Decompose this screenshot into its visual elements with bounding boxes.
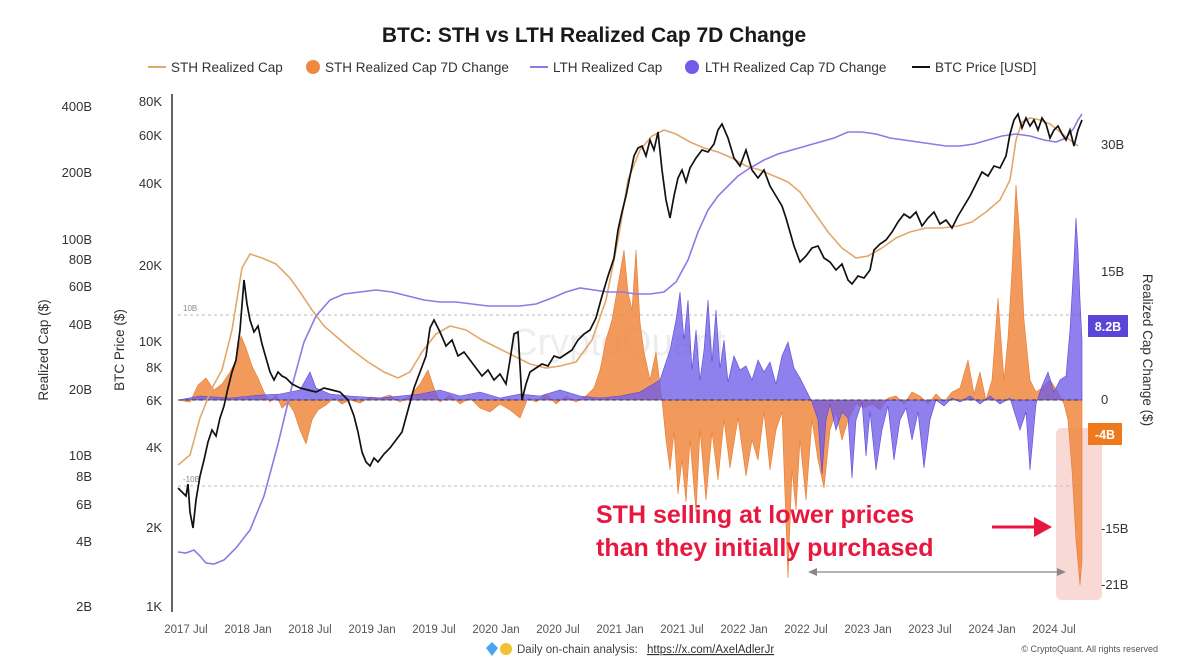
legend: STH Realized Cap STH Realized Cap 7D Cha… <box>148 60 1036 75</box>
left-axis-ticks: 400B 200B 100B 80B 60B 40B 20B 10B 8B 6B… <box>62 99 92 614</box>
right-tick-30b: 30B <box>1101 137 1124 152</box>
badge-lth-change: 8.2B <box>1095 320 1121 334</box>
x-tick-2022-jan: 2022 Jan <box>720 624 767 636</box>
annotation-arrow-head <box>1034 517 1052 537</box>
left-tick-6b: 6B <box>76 497 92 512</box>
price-tick-20k: 20K <box>139 258 162 273</box>
price-tick-6k: 6K <box>146 393 162 408</box>
left-tick-80b: 80B <box>69 252 92 267</box>
badge-lth-change-bg <box>1088 315 1128 337</box>
price-axis-title: BTC Price ($) <box>112 309 127 391</box>
footer: Daily on-chain analysis: https://x.com/A… <box>486 642 1158 656</box>
left-tick-2b: 2B <box>76 599 92 614</box>
x-tick-2022-jul: 2022 Jul <box>784 624 827 636</box>
right-axis-title: Realized Cap Change ($) <box>1140 274 1155 426</box>
footer-link[interactable]: https://x.com/AxelAdlerJr <box>647 644 774 656</box>
x-tick-2023-jul: 2023 Jul <box>908 624 951 636</box>
left-tick-100b: 100B <box>62 232 92 247</box>
left-tick-200b: 200B <box>62 165 92 180</box>
right-axis-ticks: 30B 15B 0 -15B -21B <box>1101 137 1128 592</box>
reference-label-upper: 10B <box>183 304 197 313</box>
price-tick-1k: 1K <box>146 599 162 614</box>
badge-sth-change-bg <box>1088 423 1122 445</box>
btc-price-line <box>177 111 1083 529</box>
legend-label-sth-realized-cap: STH Realized Cap <box>171 60 283 75</box>
copyright: © CryptoQuant. All rights reserved <box>1021 644 1158 654</box>
legend-label-lth-realized-cap: LTH Realized Cap <box>553 60 662 75</box>
lth-realized-cap-line <box>177 113 1083 565</box>
x-tick-2020-jul: 2020 Jul <box>536 624 579 636</box>
left-tick-400b: 400B <box>62 99 92 114</box>
left-tick-10b: 10B <box>69 448 92 463</box>
sth-realized-cap-line <box>177 117 1079 466</box>
badge-sth-change: -4B <box>1095 428 1115 442</box>
left-tick-20b: 20B <box>69 382 92 397</box>
headphones-icon <box>500 643 512 655</box>
diamond-icon <box>486 642 498 656</box>
annotation-line-1: STH selling at lower prices <box>596 501 914 529</box>
x-tick-2018-jan: 2018 Jan <box>224 624 271 636</box>
left-tick-60b: 60B <box>69 279 92 294</box>
left-tick-4b: 4B <box>76 534 92 549</box>
legend-label-btc-price: BTC Price [USD] <box>935 60 1036 75</box>
right-tick-neg15b: -15B <box>1101 521 1128 536</box>
x-tick-2019-jul: 2019 Jul <box>412 624 455 636</box>
x-tick-2017-jul: 2017 Jul <box>164 624 207 636</box>
legend-label-lth-7d-change: LTH Realized Cap 7D Change <box>705 60 886 75</box>
x-tick-2024-jan: 2024 Jan <box>968 624 1015 636</box>
x-tick-2018-jul: 2018 Jul <box>288 624 331 636</box>
x-tick-2024-jul: 2024 Jul <box>1032 624 1075 636</box>
annotation-line-2: than they initially purchased <box>596 534 934 562</box>
x-tick-2020-jan: 2020 Jan <box>472 624 519 636</box>
footer-prefix: Daily on-chain analysis: <box>517 644 638 656</box>
price-tick-2k: 2K <box>146 520 162 535</box>
left-tick-8b: 8B <box>76 469 92 484</box>
left-tick-40b: 40B <box>69 317 92 332</box>
reference-label-lower: -10B <box>183 475 200 484</box>
price-tick-10k: 10K <box>139 334 162 349</box>
right-tick-neg21b: -21B <box>1101 577 1128 592</box>
x-tick-2021-jul: 2021 Jul <box>660 624 703 636</box>
right-tick-0: 0 <box>1101 392 1108 407</box>
x-tick-2019-jan: 2019 Jan <box>348 624 395 636</box>
legend-label-sth-7d-change: STH Realized Cap 7D Change <box>325 60 509 75</box>
price-tick-4k: 4K <box>146 440 162 455</box>
x-tick-2023-jan: 2023 Jan <box>844 624 891 636</box>
price-tick-40k: 40K <box>139 176 162 191</box>
chart-title: BTC: STH vs LTH Realized Cap 7D Change <box>382 24 806 47</box>
legend-swatch-lth-7d-change <box>685 60 699 74</box>
x-tick-2021-jan: 2021 Jan <box>596 624 643 636</box>
price-tick-80k: 80K <box>139 94 162 109</box>
price-tick-60k: 60K <box>139 128 162 143</box>
period-arrow-left-head <box>808 568 817 576</box>
lth-7d-change-area <box>177 217 1083 479</box>
price-tick-8k: 8K <box>146 360 162 375</box>
left-axis-title: Realized Cap ($) <box>36 299 51 400</box>
price-axis-ticks: 80K 60K 40K 20K 10K 8K 6K 4K 2K 1K <box>139 94 162 614</box>
legend-swatch-sth-7d-change <box>306 60 320 74</box>
x-axis-ticks: 2017 Jul 2018 Jan 2018 Jul 2019 Jan 2019… <box>164 624 1075 636</box>
period-arrow-right-head <box>1057 568 1066 576</box>
right-tick-15b: 15B <box>1101 264 1124 279</box>
